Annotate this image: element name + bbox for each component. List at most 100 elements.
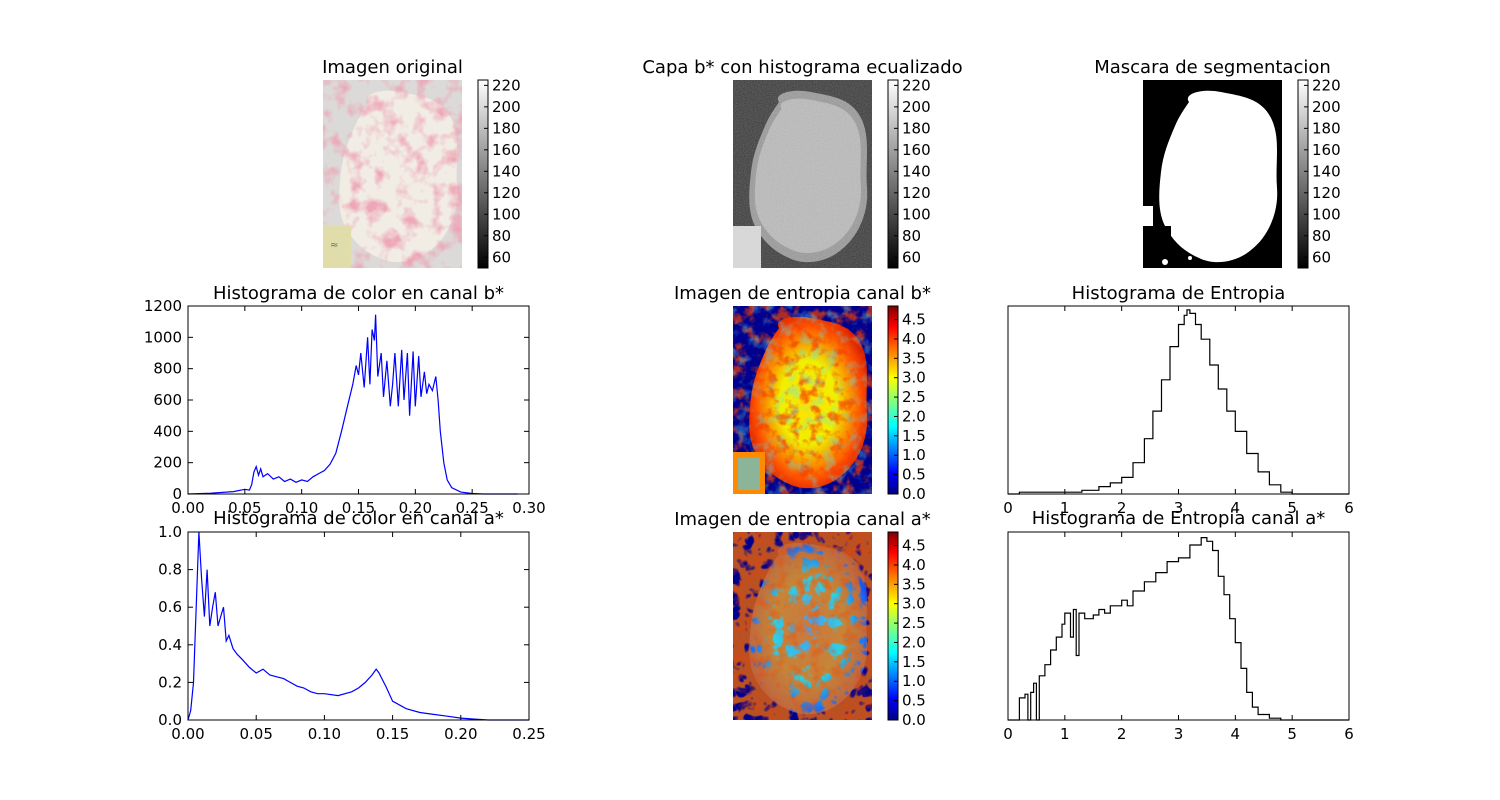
colorbar-tick-label: 120 <box>492 184 521 202</box>
y-tick-label: 800 <box>153 360 182 378</box>
colorbar-tick-label: 1.0 <box>902 446 926 464</box>
x-tick-label: 0.20 <box>444 725 477 743</box>
panel-hist-entropy-a: 0 1 2 3 4 5 6 Histograma de Entropia canal a* <box>1003 508 1354 743</box>
colorbar-5: 0.00.5 1.01.5 2.02.53.0 3.54.04.5 <box>887 305 926 503</box>
panel-title: Histograma de color en canal a* <box>213 508 504 529</box>
colorbar-1: 60 80 100 120 140 160 180 200 220 <box>477 76 521 269</box>
y-tick-label: 0 <box>172 485 182 503</box>
x-tick-label: 5 <box>1287 499 1297 517</box>
x-tick-label: 6 <box>1344 499 1354 517</box>
colorbar-tick-label: 4.0 <box>902 556 926 574</box>
y-tick-label: 0.4 <box>158 636 182 654</box>
x-tick-label: 1 <box>1060 499 1070 517</box>
colorbar-tick-label: 80 <box>902 227 921 245</box>
colorbar-tick-label: 60 <box>1312 248 1331 266</box>
x-tick-label: 1 <box>1060 725 1070 743</box>
y-tick-label: 1000 <box>144 328 182 346</box>
colorbar-tick-label: 100 <box>492 205 521 223</box>
x-tick-label: 0.10 <box>308 725 341 743</box>
x-tick-label: 0 <box>1003 499 1013 517</box>
panel-title: Imagen de entropia canal a* <box>674 509 931 530</box>
panel-hist-entropy: Histograma de Entropia 0 1 2 3 4 5 6 <box>1003 283 1354 517</box>
colorbar-tick-label: 120 <box>1312 184 1341 202</box>
panel-entropy-a: Imagen de entropia canal a* 0.00.5 1.01.5… <box>674 509 931 729</box>
colorbar-tick-label: 2.0 <box>902 633 926 651</box>
panel-title: Histograma de Entropia canal a* <box>1032 508 1326 529</box>
entropy-b-image <box>733 306 872 494</box>
colorbar-tick-label: 0.5 <box>902 466 926 484</box>
x-tick-label: 3 <box>1174 725 1184 743</box>
colorbar-tick-label: 1.5 <box>902 653 926 671</box>
colorbar-tick-label: 4.5 <box>902 537 926 555</box>
panel-hist-b: Histograma de color en canal b* 0.00 0.05… <box>144 283 546 517</box>
x-tick-label: 0.00 <box>171 499 204 517</box>
panel-title: Imagen de entropia canal b* <box>674 283 931 304</box>
colorbar-tick-label: 80 <box>1312 227 1331 245</box>
panel-hist-a: 0.00 0.05 0.10 0.15 0.20 0.25 0.0 0.2 0.4 0.6 0.8 1… <box>158 508 546 743</box>
panel-title: Histograma de color en canal b* <box>213 283 504 304</box>
x-tick-label: 0.25 <box>512 725 545 743</box>
x-tick-label: 3 <box>1174 499 1184 517</box>
y-tick-label: 0.8 <box>158 561 182 579</box>
x-tick-label: 4 <box>1231 725 1241 743</box>
colorbar-tick-label: 180 <box>902 119 931 137</box>
y-tick-label: 1200 <box>144 297 182 315</box>
tissue-image: ≈ <box>323 80 462 268</box>
colorbar-tick-label: 200 <box>492 98 521 116</box>
colorbar-2: 60 80 100 120 140 160 180 200 220 <box>887 76 931 269</box>
panel-title: Histograma de Entropia <box>1072 283 1286 304</box>
x-tick-label: 0.15 <box>376 725 409 743</box>
colorbar-tick-label: 200 <box>1312 98 1341 116</box>
y-tick-label: 0.6 <box>158 598 182 616</box>
colorbar-tick-label: 140 <box>1312 162 1341 180</box>
x-tick-label: 0.10 <box>285 499 318 517</box>
colorbar-tick-label: 2.0 <box>902 407 926 425</box>
entropy-a-image <box>733 532 872 720</box>
colorbar-tick-label: 3.5 <box>902 349 926 367</box>
colorbar-tick-label: 220 <box>902 76 931 94</box>
x-tick-label: 0.15 <box>342 499 375 517</box>
colorbar-tick-label: 120 <box>902 184 931 202</box>
colorbar-tick-label: 220 <box>492 76 521 94</box>
bchannel-image <box>733 80 872 268</box>
y-tick-label: 600 <box>153 391 182 409</box>
colorbar-tick-label: 160 <box>902 141 931 159</box>
x-tick-label: 6 <box>1344 725 1354 743</box>
x-tick-label: 0.00 <box>171 725 204 743</box>
colorbar-tick-label: 1.0 <box>902 672 926 690</box>
x-tick-label: 2 <box>1117 499 1127 517</box>
colorbar-tick-label: 60 <box>492 248 511 266</box>
panel-title: Imagen original <box>322 57 463 78</box>
colorbar-tick-label: 140 <box>492 162 521 180</box>
series-line <box>1008 537 1349 721</box>
y-tick-label: 200 <box>153 454 182 472</box>
x-tick-label: 0.05 <box>228 499 261 517</box>
x-tick-label: 2 <box>1117 725 1127 743</box>
colorbar-tick-label: 100 <box>902 205 931 223</box>
x-tick-label: 5 <box>1287 725 1297 743</box>
y-tick-label: 0.0 <box>158 711 182 729</box>
colorbar-tick-label: 0.0 <box>902 711 926 729</box>
series-line <box>187 531 529 721</box>
panel-entropy-b: Imagen de entropia canal b* 0.00.5 1.01.5… <box>674 283 931 503</box>
colorbar-8: 0.00.5 1.01.5 2.02.53.0 3.54.04.5 <box>887 531 926 729</box>
colorbar-tick-label: 140 <box>902 162 931 180</box>
colorbar-tick-label: 4.5 <box>902 311 926 329</box>
x-tick-label: 0.25 <box>455 499 488 517</box>
colorbar-tick-label: 180 <box>1312 119 1341 137</box>
x-tick-label: 0 <box>1003 725 1013 743</box>
x-tick-label: 4 <box>1231 499 1241 517</box>
panel-title: Capa b* con histograma ecualizado <box>642 57 962 78</box>
x-tick-label: 0.30 <box>512 499 545 517</box>
panel-mascara: Mascara de segmentacion 60 80 100 120 140 160… <box>1094 57 1341 269</box>
y-tick-label: 400 <box>153 422 182 440</box>
colorbar-tick-label: 3.0 <box>902 369 926 387</box>
series-line <box>1008 309 1349 495</box>
x-tick-label: 0.05 <box>239 725 272 743</box>
panel-capa-b: Capa b* con histograma ecualizado 60 80 10… <box>642 57 963 269</box>
colorbar-tick-label: 3.5 <box>902 575 926 593</box>
colorbar-tick-label: 60 <box>902 248 921 266</box>
panel-imagen-original: Imagen original ≈ 60 80 100 120 140 160 180 200… <box>322 57 521 269</box>
y-tick-label: 1.0 <box>158 523 182 541</box>
colorbar-tick-label: 2.5 <box>902 614 926 632</box>
